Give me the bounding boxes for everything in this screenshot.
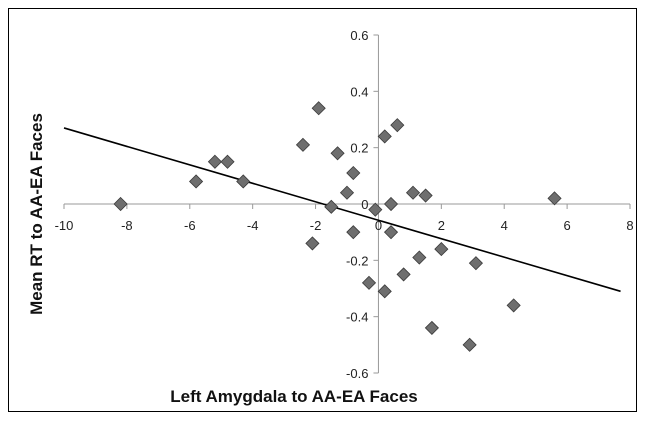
data-point bbox=[434, 242, 449, 257]
y-tick-label: -0.2 bbox=[346, 253, 368, 268]
data-point bbox=[547, 191, 562, 206]
axes bbox=[63, 34, 631, 374]
data-point bbox=[295, 137, 311, 152]
y-tick-label: -0.4 bbox=[346, 310, 368, 325]
x-tick-label: -10 bbox=[55, 218, 74, 233]
data-point bbox=[305, 236, 320, 251]
data-point bbox=[113, 196, 128, 212]
data-point bbox=[390, 118, 405, 133]
data-point bbox=[462, 337, 477, 352]
x-tick-label: 0 bbox=[375, 218, 382, 233]
data-point bbox=[236, 174, 251, 189]
y-tick-marks bbox=[373, 34, 379, 374]
scatter-chart: -10 -8 -6 -4 -2 0 2 4 6 8 0.60.40.20-0.2-0.4-0.6 … bbox=[27, 28, 634, 406]
data-point bbox=[339, 185, 355, 200]
data-point bbox=[207, 154, 222, 169]
data-point bbox=[330, 146, 345, 161]
data-points bbox=[113, 101, 562, 352]
x-tick-marks bbox=[63, 204, 631, 209]
data-point bbox=[405, 185, 421, 200]
data-point bbox=[311, 101, 326, 116]
data-point bbox=[383, 196, 399, 212]
x-tick-labels: -10 -8 -6 -4 -2 0 2 4 6 8 bbox=[55, 218, 634, 233]
x-tick-label: -2 bbox=[310, 218, 322, 233]
x-tick-label: 4 bbox=[501, 218, 508, 233]
data-point bbox=[368, 202, 383, 217]
trend-line bbox=[63, 127, 621, 293]
data-point bbox=[377, 129, 392, 144]
y-tick-label: -0.6 bbox=[346, 366, 368, 381]
y-tick-labels: 0.6 0.4 0.2 0 -0.2 -0.4 -0.6 bbox=[346, 28, 368, 381]
y-tick-label: 0.6 bbox=[350, 28, 368, 43]
data-point bbox=[468, 256, 483, 271]
y-axis-title: Mean RT to AA-EA Faces bbox=[27, 113, 46, 315]
y-tick-label: 0.4 bbox=[350, 84, 368, 99]
y-tick-label: 0.2 bbox=[350, 141, 368, 156]
data-point bbox=[506, 298, 521, 313]
x-axis-title: Left Amygdala to AA-EA Faces bbox=[170, 387, 418, 406]
y-tick-label: 0 bbox=[361, 197, 368, 212]
chart-frame: -10 -8 -6 -4 -2 0 2 4 6 8 0.6 0.4 0.2 0 -0.2 -0.4 -0.6 … bbox=[8, 8, 637, 412]
x-tick-label: -6 bbox=[184, 218, 196, 233]
data-point bbox=[346, 225, 361, 240]
x-tick-label: -8 bbox=[121, 218, 133, 233]
data-point bbox=[377, 284, 392, 299]
data-point bbox=[424, 320, 439, 335]
data-point bbox=[412, 250, 427, 265]
x-tick-label: 8 bbox=[626, 218, 633, 233]
x-tick-label: 2 bbox=[438, 218, 445, 233]
data-point bbox=[361, 275, 377, 290]
data-point bbox=[418, 188, 433, 203]
data-point bbox=[396, 267, 411, 282]
data-point bbox=[220, 154, 235, 169]
x-tick-label: 6 bbox=[563, 218, 570, 233]
data-point bbox=[324, 199, 339, 214]
x-tick-label: -4 bbox=[247, 218, 259, 233]
data-point bbox=[383, 225, 399, 240]
data-point bbox=[346, 165, 361, 181]
data-point bbox=[189, 174, 204, 189]
